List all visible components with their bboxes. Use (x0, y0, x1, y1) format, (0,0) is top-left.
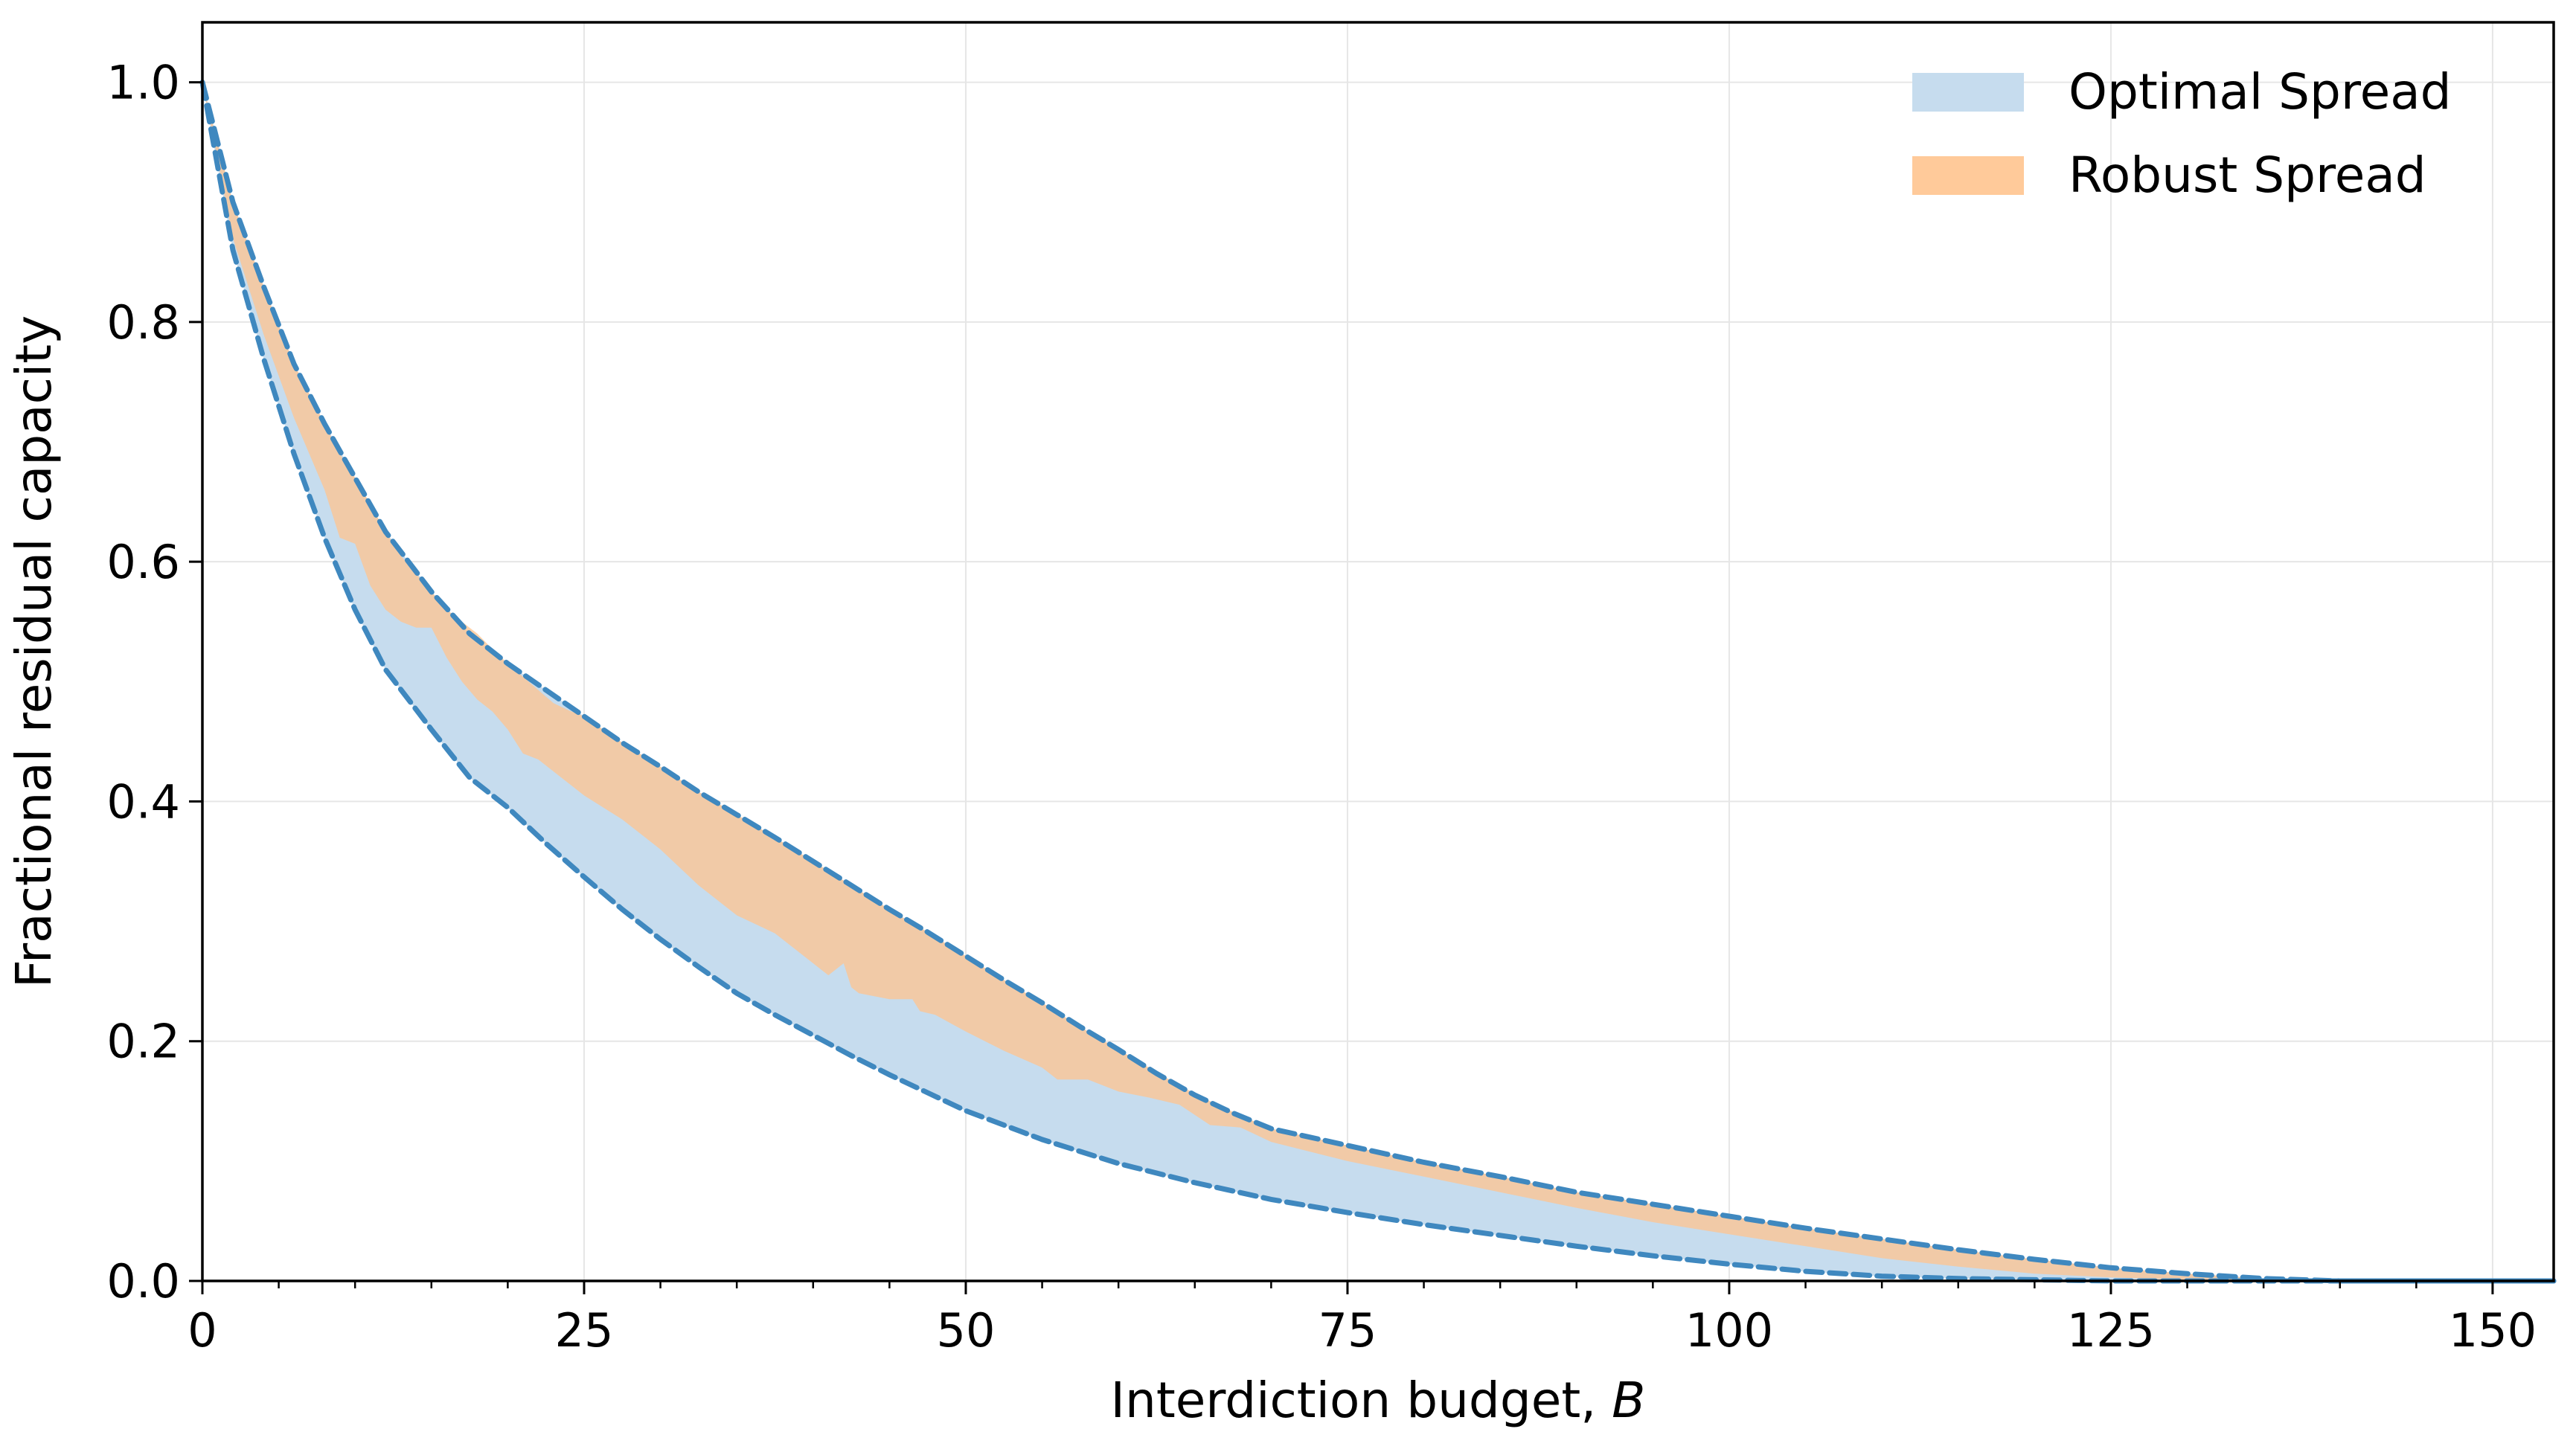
y-tick-label: 1.0 (106, 56, 180, 110)
plot-frame (201, 21, 2555, 1282)
series-fill-optimal-spread (202, 82, 2554, 1282)
grid (202, 22, 2554, 1282)
y-tick-label: 0.4 (106, 774, 180, 829)
x-axis-title: Interdiction budget, B (1111, 1372, 1646, 1429)
lower-bound-dashed-line (199, 80, 2557, 1284)
y-tick-label: 0.6 (106, 535, 180, 589)
series-lines (199, 80, 2557, 1284)
legend-label-optimal-spread: Optimal Spread (2069, 63, 2452, 121)
legend-swatch-robust-spread (1912, 156, 2024, 195)
y-tick-label: 0.0 (106, 1254, 180, 1308)
upper-bound-dashed-line (199, 80, 2557, 1284)
x-tick-label: 50 (937, 1303, 996, 1358)
x-axis-title-variable: B (1612, 1372, 1645, 1429)
y-tick-label: 0.2 (106, 1015, 180, 1069)
y-tick-label: 0.8 (106, 295, 180, 350)
x-tick-label: 125 (2067, 1303, 2155, 1358)
axis-ticks: 0 25 50 75 100 125 150 0.0 0.2 0.4 0.6 0.8 1.0 (106, 56, 2537, 1358)
x-tick-label: 0 (188, 1303, 217, 1358)
x-tick-label: 25 (555, 1303, 614, 1358)
legend-swatch-optimal-spread (1912, 73, 2024, 112)
x-tick-label: 100 (1685, 1303, 1773, 1358)
series-fills (202, 82, 2554, 1282)
legend: Optimal Spread Robust Spread (1912, 63, 2452, 204)
y-axis-title: Fractional residual capacity (5, 315, 63, 988)
x-tick-label: 75 (1319, 1303, 1377, 1358)
x-axis-title-text: Interdiction budget, (1111, 1372, 1612, 1429)
x-tick-label: 150 (2449, 1303, 2537, 1358)
legend-label-robust-spread: Robust Spread (2069, 147, 2426, 204)
